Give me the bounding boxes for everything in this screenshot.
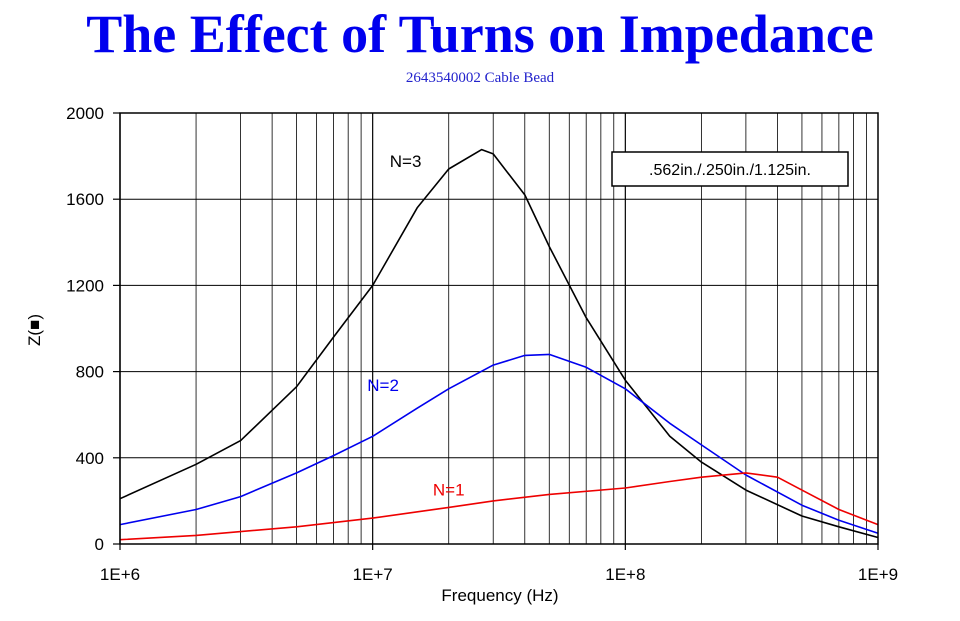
series-line-n2: [119, 353, 879, 534]
series-labels: N=3 N=2 N=1: [367, 152, 464, 500]
series-label: N=1: [433, 481, 465, 500]
chart-title: The Effect of Turns on Impedance: [86, 4, 874, 64]
series-label: N=2: [367, 376, 399, 395]
x-tick-label: 1E+9: [858, 565, 898, 584]
tick-labels: 1E+6 1E+7 1E+8 1E+9 0 400 800 1200 1600 2000: [66, 104, 898, 584]
y-tick-label: 400: [76, 449, 104, 468]
y-axis-label: Z(■): [25, 314, 44, 346]
plot-frame: [119, 112, 879, 545]
series-line-n1: [119, 472, 879, 541]
x-tick-label: 1E+6: [100, 565, 140, 584]
y-tick-label: 1200: [66, 276, 104, 295]
series-line-n3: [119, 148, 879, 539]
y-tick-label: 2000: [66, 104, 104, 123]
y-tick-label: 1600: [66, 190, 104, 209]
y-tick-label: 800: [76, 363, 104, 382]
chart-subtitle: 2643540002 Cable Bead: [405, 70, 555, 86]
x-tick-label: 1E+7: [353, 565, 393, 584]
x-axis-label: Frequency (Hz): [441, 586, 558, 605]
series-lines: [119, 148, 879, 541]
annotation-box: .562in./.250in./1.125in.: [611, 151, 849, 187]
annotation-text: .562in./.250in./1.125in.: [649, 162, 811, 179]
x-tick-label: 1E+8: [605, 565, 645, 584]
series-label: N=3: [390, 152, 422, 171]
y-tick-label: 0: [95, 535, 104, 554]
